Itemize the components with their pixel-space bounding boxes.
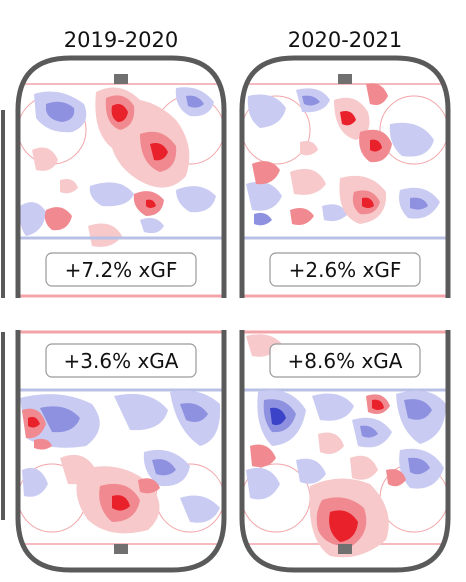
stat-box bbox=[269, 343, 421, 378]
heatmap-offense-2019-2020: +7.2% xGF bbox=[15, 55, 227, 298]
stat-label: +3.6% xGA bbox=[64, 349, 179, 373]
rink-outline bbox=[15, 330, 227, 573]
heatmap-defense-2019-2020: +3.6% xGA bbox=[15, 330, 227, 573]
stat-label: +2.6% xGF bbox=[289, 258, 402, 282]
stat-label: +7.2% xGF bbox=[65, 258, 178, 282]
heatmap-offense-2020-2021: +2.6% xGF bbox=[239, 55, 451, 298]
heatmap-defense-2020-2021: +8.6% xGA bbox=[239, 330, 451, 573]
stat-box bbox=[45, 252, 197, 287]
density-contours bbox=[18, 58, 224, 298]
rink-outline bbox=[239, 55, 451, 298]
goal-net bbox=[338, 544, 352, 554]
season-title-2: 2020-2021 bbox=[288, 28, 402, 52]
goal-net bbox=[338, 74, 352, 84]
density-contours bbox=[242, 330, 448, 570]
stat-box bbox=[269, 252, 421, 287]
rink-outline bbox=[239, 330, 451, 573]
season-title-1: 2019-2020 bbox=[64, 28, 178, 52]
goal-net bbox=[114, 544, 128, 554]
stat-box bbox=[45, 343, 197, 378]
stat-label: +8.6% xGA bbox=[288, 349, 403, 373]
goal-net bbox=[114, 74, 128, 84]
rink-outline bbox=[15, 55, 227, 298]
